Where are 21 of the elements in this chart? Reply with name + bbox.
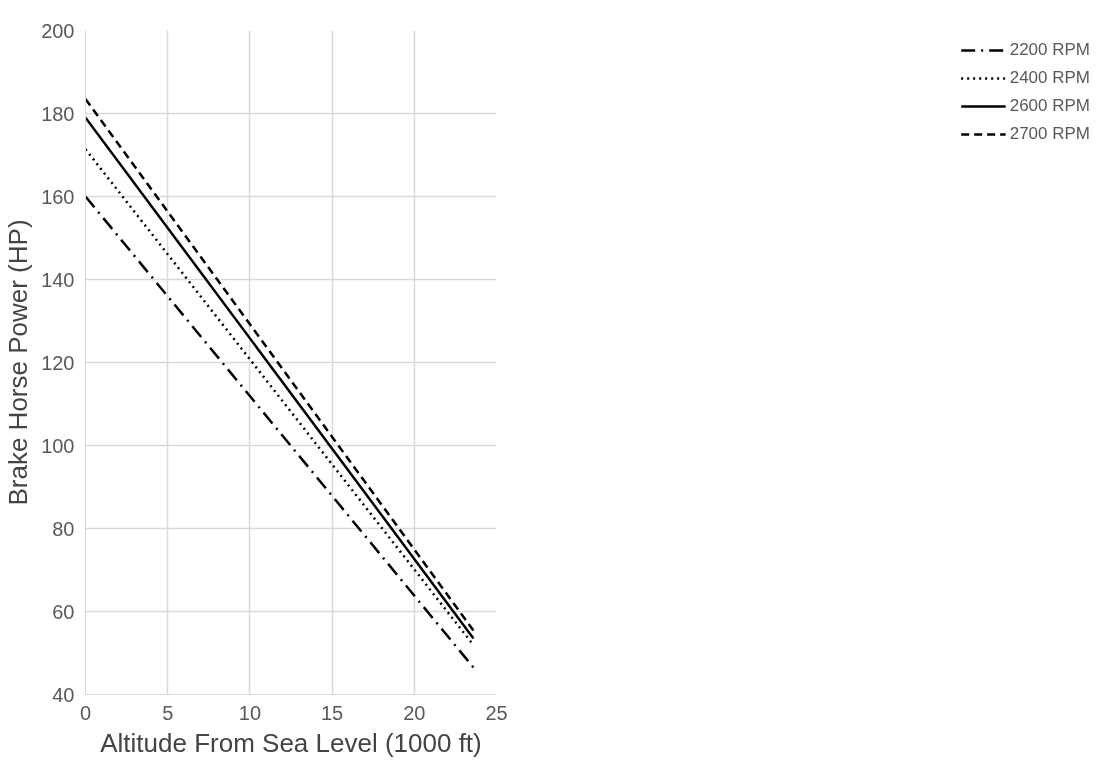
x-tick-label: 20 (403, 701, 426, 724)
x-tick-label: 15 (320, 701, 344, 724)
y-axis-title: Brake Horse Power (HP) (3, 219, 34, 506)
legend-label: 2400 RPM (1009, 68, 1090, 88)
x-tick-label: 10 (238, 701, 262, 724)
x-tick-label: 25 (485, 701, 508, 724)
y-tick-label: 200 (41, 19, 75, 42)
legend-label: 2700 RPM (1009, 124, 1090, 144)
legend-label: 2600 RPM (1009, 96, 1090, 116)
y-tick-label: 60 (52, 600, 75, 623)
y-tick-label: 180 (41, 102, 75, 125)
y-tick-label: 100 (41, 434, 75, 457)
y-tick-label: 140 (41, 268, 75, 291)
x-tick-label: 0 (79, 701, 92, 724)
x-tick-label: 5 (162, 701, 174, 724)
y-tick-label: 80 (52, 517, 75, 540)
y-tick-label: 40 (52, 683, 75, 706)
y-tick-label: 120 (41, 351, 75, 374)
x-axis-title: Altitude From Sea Level (1000 ft) (100, 727, 482, 758)
legend-label: 2200 RPM (1009, 40, 1090, 60)
y-tick-label: 160 (41, 185, 75, 208)
